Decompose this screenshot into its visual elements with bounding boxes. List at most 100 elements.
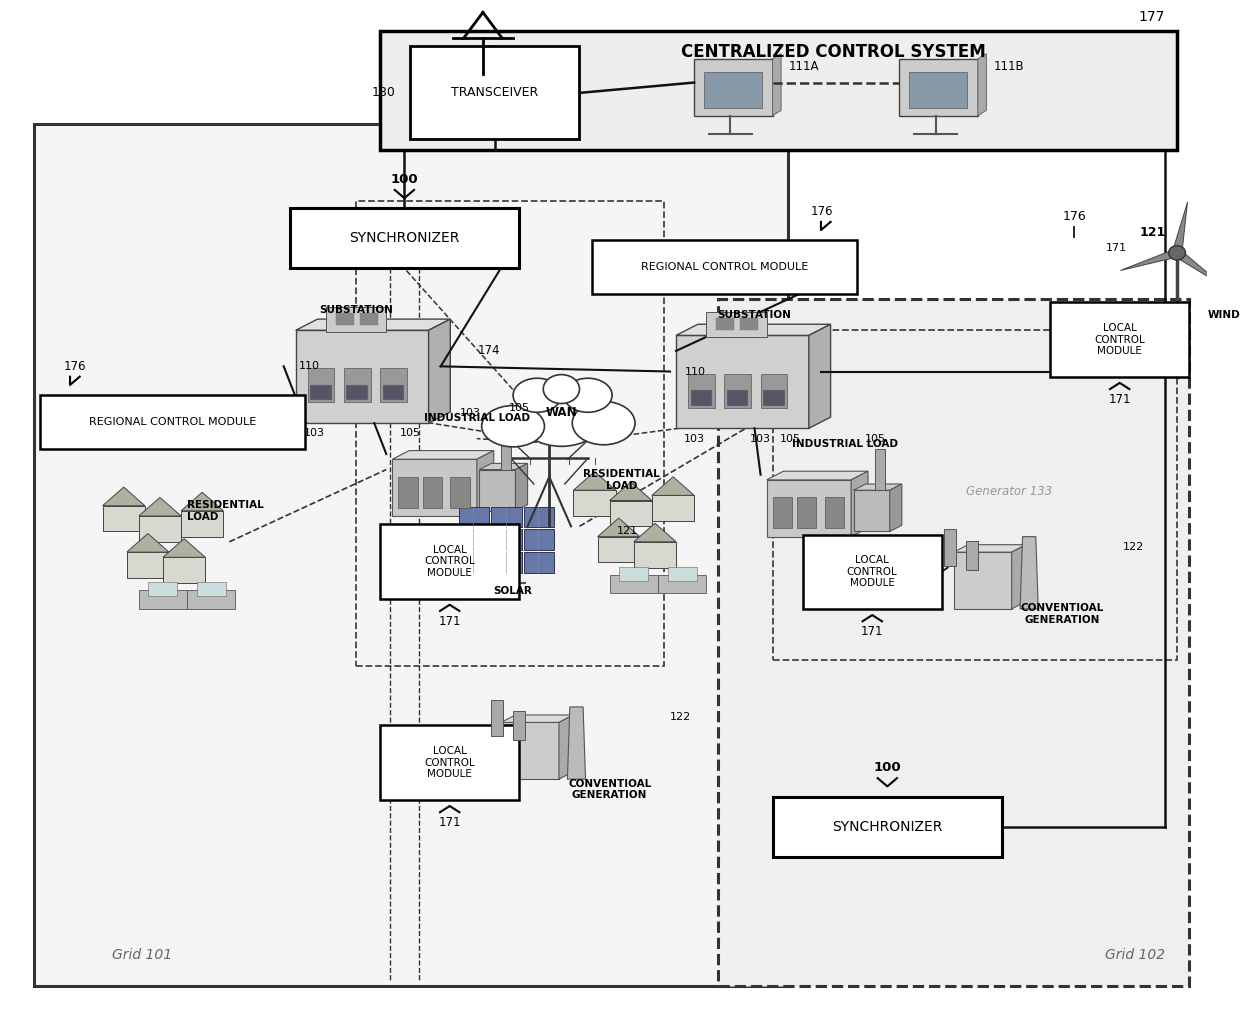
Text: 171: 171	[1109, 393, 1131, 406]
Polygon shape	[766, 472, 868, 480]
Text: 176: 176	[811, 205, 833, 218]
Bar	[773, 497, 792, 528]
Polygon shape	[676, 324, 831, 335]
Text: INDUSTRIAL LOAD: INDUSTRIAL LOAD	[792, 439, 898, 449]
Ellipse shape	[513, 378, 562, 412]
Bar	[763, 390, 785, 406]
Bar	[491, 700, 503, 736]
Text: 100: 100	[391, 173, 418, 186]
Bar	[525, 529, 554, 550]
Polygon shape	[477, 451, 494, 516]
Bar	[326, 307, 387, 332]
Bar	[398, 477, 418, 508]
Polygon shape	[954, 545, 1027, 552]
Polygon shape	[162, 539, 206, 557]
Polygon shape	[1172, 202, 1188, 254]
Bar	[308, 368, 335, 402]
Bar	[450, 477, 470, 508]
Text: WAN: WAN	[546, 407, 577, 419]
Text: 111A: 111A	[789, 60, 818, 72]
Polygon shape	[559, 715, 573, 779]
Ellipse shape	[543, 375, 579, 404]
Polygon shape	[598, 518, 640, 537]
Polygon shape	[1174, 250, 1224, 286]
Bar	[573, 490, 616, 516]
Bar	[336, 313, 353, 325]
Polygon shape	[501, 715, 573, 722]
Bar	[598, 537, 640, 562]
Polygon shape	[1021, 537, 1038, 609]
Bar	[381, 368, 407, 402]
Polygon shape	[516, 463, 527, 511]
Ellipse shape	[572, 401, 635, 445]
Polygon shape	[610, 482, 652, 501]
Polygon shape	[126, 534, 169, 552]
Polygon shape	[480, 470, 516, 511]
Bar	[383, 385, 404, 400]
Text: 122: 122	[1122, 542, 1145, 552]
Text: LOCAL
CONTROL
MODULE: LOCAL CONTROL MODULE	[424, 545, 475, 578]
Text: SOLAR: SOLAR	[494, 586, 532, 596]
Bar	[715, 318, 734, 330]
Text: RESIDENTIAL
LOAD: RESIDENTIAL LOAD	[583, 470, 660, 490]
Polygon shape	[296, 330, 429, 423]
Bar	[491, 552, 522, 573]
Text: 121: 121	[1140, 226, 1166, 238]
Text: SUBSTATION: SUBSTATION	[319, 304, 393, 315]
Text: 103: 103	[683, 433, 704, 444]
Bar	[381, 524, 520, 599]
Polygon shape	[501, 722, 559, 779]
Bar	[707, 312, 766, 337]
Polygon shape	[652, 477, 694, 495]
Bar	[381, 725, 520, 800]
Text: 180: 180	[372, 87, 396, 99]
Bar	[310, 385, 332, 400]
Text: 171: 171	[439, 816, 461, 829]
Text: Grid 102: Grid 102	[1105, 947, 1166, 962]
Bar	[694, 59, 773, 116]
Bar	[667, 567, 697, 581]
Text: CONVENTIOAL
GENERATION: CONVENTIOAL GENERATION	[1021, 604, 1104, 624]
Text: SUBSTATION: SUBSTATION	[718, 310, 791, 320]
Polygon shape	[480, 463, 527, 470]
Polygon shape	[634, 523, 676, 542]
Bar	[691, 390, 712, 406]
Bar	[501, 428, 511, 470]
Text: Grid 101: Grid 101	[113, 947, 172, 962]
Bar	[459, 552, 489, 573]
Polygon shape	[766, 480, 851, 537]
Text: REGIONAL CONTROL MODULE: REGIONAL CONTROL MODULE	[89, 417, 257, 427]
Text: Generator 133: Generator 133	[966, 485, 1052, 497]
Bar	[513, 711, 526, 740]
Bar	[423, 477, 441, 508]
Circle shape	[1168, 246, 1185, 260]
Bar	[187, 590, 236, 609]
Bar	[126, 552, 169, 578]
Polygon shape	[573, 472, 616, 490]
Text: SYNCHRONIZER: SYNCHRONIZER	[350, 231, 460, 246]
Bar	[740, 318, 758, 330]
Bar	[610, 575, 658, 593]
Polygon shape	[392, 451, 494, 459]
Bar	[797, 497, 816, 528]
Bar	[591, 240, 857, 294]
Polygon shape	[103, 487, 145, 506]
Bar	[658, 575, 707, 593]
Bar	[619, 567, 649, 581]
Bar	[802, 535, 941, 609]
Bar	[909, 72, 967, 108]
Bar	[181, 511, 223, 537]
Text: 176: 176	[64, 360, 87, 373]
Text: LOCAL
CONTROL
MODULE: LOCAL CONTROL MODULE	[424, 746, 475, 779]
Text: WIND: WIND	[1208, 310, 1240, 320]
Text: 121: 121	[618, 526, 639, 537]
Bar	[610, 501, 652, 526]
Polygon shape	[568, 707, 585, 779]
Polygon shape	[676, 335, 808, 428]
Bar	[773, 330, 1177, 660]
Text: SYNCHRONIZER: SYNCHRONIZER	[832, 819, 942, 834]
Bar	[290, 208, 520, 268]
Bar	[727, 390, 749, 406]
Text: INDUSTRIAL LOAD: INDUSTRIAL LOAD	[424, 413, 529, 423]
Polygon shape	[853, 484, 901, 490]
